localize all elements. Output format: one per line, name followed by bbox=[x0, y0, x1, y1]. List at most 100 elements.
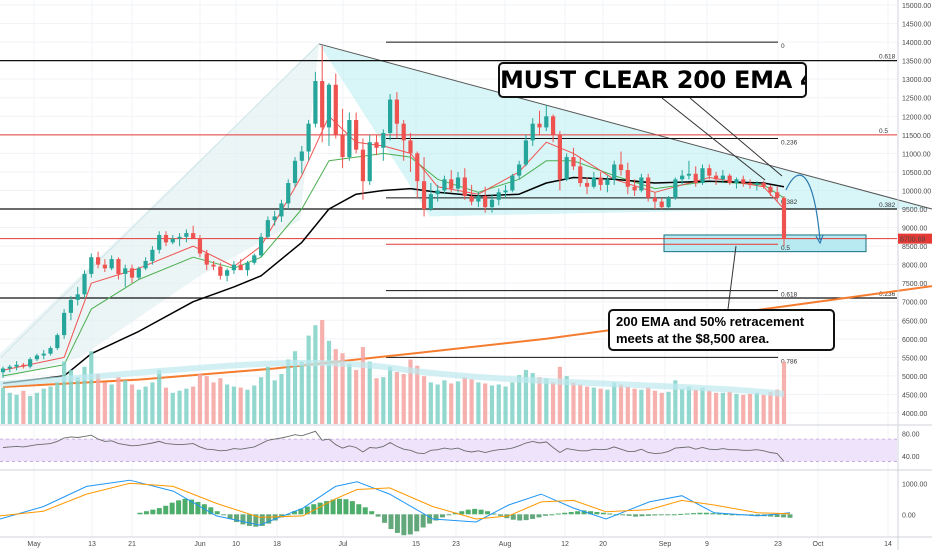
candle[interactable] bbox=[136, 266, 141, 280]
candle[interactable] bbox=[116, 257, 121, 280]
candle[interactable] bbox=[28, 357, 33, 369]
candle[interactable] bbox=[225, 268, 230, 282]
candle[interactable] bbox=[421, 157, 427, 217]
candle[interactable] bbox=[523, 134, 529, 167]
candle[interactable] bbox=[299, 145, 304, 174]
candle[interactable] bbox=[401, 119, 406, 161]
candle[interactable] bbox=[163, 231, 169, 247]
candle[interactable] bbox=[517, 160, 522, 180]
candle[interactable] bbox=[252, 253, 257, 265]
candle[interactable] bbox=[41, 349, 46, 360]
candle[interactable] bbox=[7, 364, 12, 373]
candle[interactable] bbox=[95, 251, 101, 269]
candle[interactable] bbox=[639, 173, 644, 193]
candle[interactable] bbox=[123, 264, 128, 287]
candle[interactable] bbox=[258, 233, 264, 258]
candle[interactable] bbox=[360, 138, 366, 200]
candle[interactable] bbox=[381, 129, 386, 161]
candle[interactable] bbox=[550, 114, 556, 143]
candle[interactable] bbox=[605, 175, 610, 193]
target-zone-box[interactable] bbox=[663, 234, 867, 253]
candle[interactable] bbox=[598, 171, 603, 191]
candle[interactable] bbox=[591, 171, 596, 189]
candle[interactable] bbox=[272, 210, 277, 226]
candle[interactable] bbox=[761, 181, 766, 189]
candle[interactable] bbox=[48, 346, 53, 356]
candle[interactable] bbox=[747, 179, 753, 189]
candle[interactable] bbox=[510, 173, 515, 193]
signal-line[interactable] bbox=[0, 482, 791, 520]
candle[interactable] bbox=[754, 181, 759, 191]
candle[interactable] bbox=[326, 82, 332, 146]
candle[interactable] bbox=[483, 186, 488, 213]
candle[interactable] bbox=[320, 45, 325, 143]
candle[interactable] bbox=[197, 234, 203, 258]
candle[interactable] bbox=[707, 164, 712, 180]
candle[interactable] bbox=[177, 233, 182, 247]
candle[interactable] bbox=[469, 184, 474, 206]
candle[interactable] bbox=[14, 361, 19, 371]
candle[interactable] bbox=[286, 179, 291, 209]
candle[interactable] bbox=[503, 184, 508, 198]
candle[interactable] bbox=[652, 192, 658, 209]
candle[interactable] bbox=[713, 171, 719, 185]
current-price-tag[interactable] bbox=[898, 233, 932, 244]
candle[interactable] bbox=[184, 229, 189, 243]
candle[interactable] bbox=[584, 177, 590, 195]
candle[interactable] bbox=[218, 262, 223, 280]
candle[interactable] bbox=[462, 168, 467, 200]
candle[interactable] bbox=[129, 264, 135, 284]
candle[interactable] bbox=[564, 153, 569, 182]
candle[interactable] bbox=[781, 196, 787, 247]
candle[interactable] bbox=[646, 173, 651, 202]
candle[interactable] bbox=[693, 166, 698, 187]
candle[interactable] bbox=[211, 260, 216, 271]
candle[interactable] bbox=[632, 179, 637, 197]
candle[interactable] bbox=[0, 366, 6, 378]
candle[interactable] bbox=[354, 112, 359, 154]
candle[interactable] bbox=[238, 259, 243, 271]
candle[interactable] bbox=[571, 147, 576, 171]
candle[interactable] bbox=[150, 246, 155, 265]
candle[interactable] bbox=[428, 183, 433, 211]
candle[interactable] bbox=[659, 197, 664, 209]
candle[interactable] bbox=[333, 73, 338, 139]
candle[interactable] bbox=[544, 105, 549, 132]
candle[interactable] bbox=[367, 134, 372, 185]
candle[interactable] bbox=[62, 309, 67, 339]
candle[interactable] bbox=[89, 253, 94, 278]
candle[interactable] bbox=[68, 296, 74, 321]
candle[interactable] bbox=[666, 196, 671, 209]
candle[interactable] bbox=[21, 362, 26, 369]
candle[interactable] bbox=[449, 170, 454, 193]
candle[interactable] bbox=[455, 171, 461, 193]
candle[interactable] bbox=[109, 255, 114, 271]
candle[interactable] bbox=[102, 259, 107, 273]
candle[interactable] bbox=[727, 173, 732, 185]
candle[interactable] bbox=[415, 151, 420, 198]
projection-arrow[interactable] bbox=[785, 174, 821, 241]
candle[interactable] bbox=[34, 353, 40, 362]
candle[interactable] bbox=[720, 170, 725, 184]
rsi-pane[interactable] bbox=[0, 430, 897, 462]
candle[interactable] bbox=[734, 177, 739, 189]
candle[interactable] bbox=[170, 234, 175, 245]
candle[interactable] bbox=[496, 188, 501, 206]
candle[interactable] bbox=[245, 260, 250, 276]
candle[interactable] bbox=[231, 260, 237, 274]
candle[interactable] bbox=[537, 110, 542, 135]
price-pane[interactable]: 0 0.236 0.382 0.5 0.618 0.786 0.618 0.5 0.382 0.2… bbox=[0, 41, 932, 424]
candle[interactable] bbox=[700, 164, 705, 185]
candle[interactable] bbox=[557, 131, 562, 191]
annotation-must-clear[interactable]: MUST CLEAR 200 EMA 4hr bbox=[498, 62, 807, 98]
candle[interactable] bbox=[75, 286, 80, 306]
candle[interactable] bbox=[680, 170, 685, 185]
candle[interactable] bbox=[306, 119, 311, 161]
candle[interactable] bbox=[388, 94, 393, 141]
candle[interactable] bbox=[313, 71, 318, 128]
candle[interactable] bbox=[82, 270, 87, 299]
macd-pane[interactable] bbox=[0, 479, 793, 536]
candle[interactable] bbox=[408, 132, 413, 172]
macd-line[interactable] bbox=[0, 479, 791, 526]
candle[interactable] bbox=[625, 162, 630, 195]
